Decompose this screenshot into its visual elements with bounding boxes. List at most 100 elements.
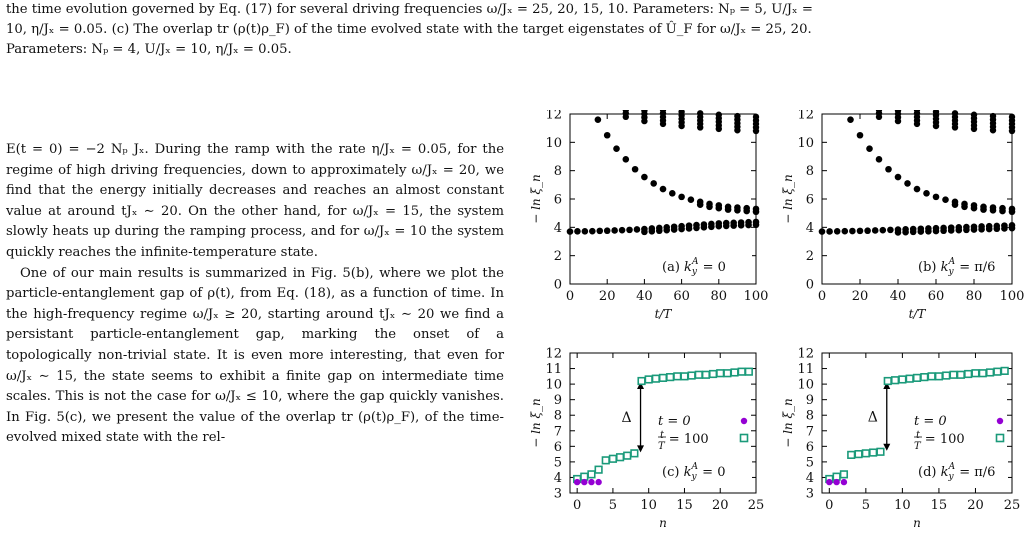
data-point-t100 [927, 372, 936, 381]
y-tick-label: 7 [806, 424, 814, 439]
y-tick-label: 4 [554, 471, 562, 486]
x-tick-label: 100 [1000, 289, 1025, 304]
data-point-t100 [708, 369, 718, 379]
data-point [594, 116, 602, 123]
legend-label-t0: t = 0 [914, 414, 947, 429]
chart-panel-b: 0 20 40 60 80 100 0 2 4 6 8 10 12 t/T − ln ξ_n (b) kyA … [781, 110, 1025, 321]
data-point [752, 208, 760, 216]
data-point [866, 145, 873, 153]
data-point-t100 [587, 470, 596, 479]
data-point [650, 180, 657, 187]
y-axis-label: − ln ξ_n [529, 174, 543, 224]
data-point-t100 [594, 465, 603, 474]
data-point [596, 227, 604, 235]
data-point [833, 228, 841, 235]
y-tick-label: 5 [554, 455, 562, 470]
data-point [961, 203, 968, 211]
data-point [700, 224, 708, 231]
x-tick-label: 40 [890, 289, 907, 304]
data-point-band [734, 112, 741, 120]
plot-frame [569, 352, 757, 494]
x-tick-label: 0 [566, 289, 574, 304]
data-point-band [697, 110, 704, 117]
data-point-t100 [898, 375, 907, 384]
data-point-t100 [666, 373, 675, 382]
y-tick-label: 6 [806, 193, 814, 208]
data-point [603, 131, 611, 139]
data-point [669, 190, 676, 197]
y-tick-label: 12 [545, 347, 562, 362]
data-point-band [678, 110, 685, 116]
x-tick-label: 80 [711, 289, 728, 304]
x-tick-label: 15 [931, 498, 948, 513]
y-tick-label: 3 [554, 487, 562, 502]
data-point-t100 [839, 470, 849, 479]
data-point-t100 [854, 450, 863, 459]
panel-annotation: (d) kyA = π/6 [918, 462, 995, 482]
data-point [885, 165, 892, 173]
data-point [663, 226, 671, 234]
y-tick-label: 6 [806, 440, 814, 455]
data-point-t100 [985, 368, 995, 377]
data-point [687, 196, 695, 204]
data-point-band [875, 110, 883, 113]
data-point-t0 [826, 478, 833, 486]
y-tick-label: 0 [554, 278, 562, 293]
x-tick-label: 20 [712, 498, 729, 513]
data-point-t100 [701, 370, 711, 379]
chart-panel-a: 0 20 40 60 80 100 0 2 4 6 8 10 12 t/T − ln ξ_n (a) kyA … [529, 110, 768, 321]
data-point-t100 [912, 373, 922, 382]
data-point [856, 131, 864, 139]
data-point-t100 [630, 449, 639, 458]
data-point [737, 222, 745, 229]
data-point [985, 225, 993, 233]
annotation-bg [658, 254, 752, 278]
data-point [696, 201, 704, 208]
data-point [603, 227, 611, 235]
data-point [951, 201, 959, 208]
gap-arrowhead-up [883, 382, 891, 389]
data-point-t0 [840, 478, 848, 486]
data-point-t100 [723, 369, 732, 378]
data-point [708, 223, 715, 231]
data-point-t100 [608, 454, 618, 463]
data-point-t0 [588, 478, 595, 486]
data-point [849, 227, 856, 235]
y-tick-label: 0 [806, 278, 814, 293]
x-tick-label: 60 [928, 289, 945, 304]
data-point [909, 228, 917, 236]
legend-marker-t0 [740, 417, 748, 425]
y-axis-label: − ln ξ_n [529, 398, 543, 448]
data-point [940, 227, 947, 235]
data-point [722, 222, 730, 230]
data-point-t100 [971, 369, 980, 378]
data-point-t100 [615, 453, 625, 462]
data-point [932, 227, 940, 235]
data-point [989, 207, 997, 214]
data-point [715, 204, 723, 212]
data-point [818, 228, 826, 235]
y-tick-label: 10 [545, 378, 562, 393]
data-point-t100 [847, 450, 856, 459]
data-point [693, 224, 700, 232]
data-point-band [715, 111, 722, 118]
data-point [589, 227, 596, 235]
data-point [678, 193, 685, 201]
y-tick-label: 9 [806, 393, 814, 408]
data-point [611, 227, 618, 234]
y-tick-label: 12 [797, 347, 814, 362]
data-point [970, 226, 978, 233]
x-axis-label: t/T [655, 307, 673, 321]
y-tick-label: 4 [806, 221, 814, 236]
data-point [1008, 208, 1016, 216]
data-point [730, 222, 737, 229]
data-point-t0 [595, 478, 602, 486]
data-point [618, 226, 626, 234]
data-point-t100 [876, 447, 885, 456]
data-point [626, 226, 633, 234]
data-point [826, 228, 833, 235]
data-point [970, 204, 978, 212]
data-point-band [641, 110, 648, 114]
